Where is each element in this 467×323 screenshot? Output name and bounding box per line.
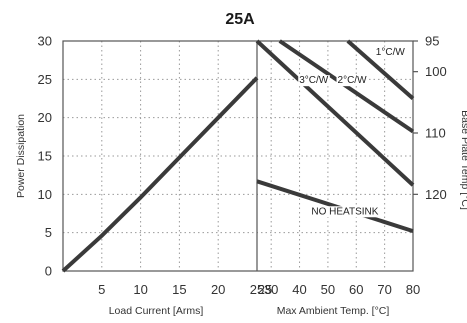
y-axis-label: Power Dissipation (15, 114, 27, 198)
plot-frame (62, 40, 414, 272)
y-tick-label: 25 (38, 72, 52, 87)
series-annotation: 1°C/W (376, 47, 406, 58)
right-tick-label: 110 (425, 126, 446, 141)
right-axis-label: Base Plate Temp [°C] (459, 110, 467, 210)
series (61, 39, 415, 273)
x-tick-label: 25 (258, 282, 272, 297)
power-curve (61, 76, 259, 273)
y-tick-label: 10 (38, 187, 52, 202)
derating-line-3cw (255, 39, 415, 187)
right-tick-label: 100 (425, 64, 447, 79)
x-tick-label: 70 (377, 282, 391, 297)
right-tick-label: 120 (425, 187, 447, 202)
x-tick-label: 25 (250, 282, 264, 297)
x-tick-label: 5 (98, 282, 105, 297)
x-tick-label: 30 (264, 282, 278, 297)
series-annotation: NO HEATSINK (311, 206, 378, 217)
x-tick-label: 60 (349, 282, 363, 297)
series-annotations: 3°C/W 2°C/W 1°C/W NO HEATSINK (298, 46, 407, 218)
annotation-bg (374, 46, 407, 58)
x-tick-label: 15 (172, 282, 186, 297)
annotation-bg (336, 75, 369, 87)
x-axis-label-right: Max Ambient Temp. [°C] (277, 305, 390, 317)
y-tick-label: 30 (38, 34, 52, 49)
y-tick-label: 20 (38, 110, 52, 125)
y-tick-label: 5 (45, 225, 52, 240)
no-heatsink-line (256, 179, 414, 234)
annotation-bg (298, 75, 330, 87)
series-annotation: 2°C/W (338, 75, 368, 86)
chart-title: 25A (225, 11, 255, 28)
series-annotation: 3°C/W (299, 75, 329, 86)
x-tick-label: 40 (292, 282, 306, 297)
right-tick-label: 95 (425, 34, 439, 49)
derating-line-1cw (346, 39, 415, 101)
y-tick-label: 0 (45, 264, 52, 279)
annotation-bg (310, 206, 380, 218)
x-tick-label: 20 (211, 282, 225, 297)
x-tick-label: 50 (321, 282, 335, 297)
x-axis-label-left: Load Current [Arms] (109, 305, 204, 317)
x-tick-label: 80 (406, 282, 420, 297)
y-tick-label: 15 (38, 149, 52, 164)
derating-line-2cw (278, 39, 415, 134)
x-tick-label: 10 (133, 282, 147, 297)
